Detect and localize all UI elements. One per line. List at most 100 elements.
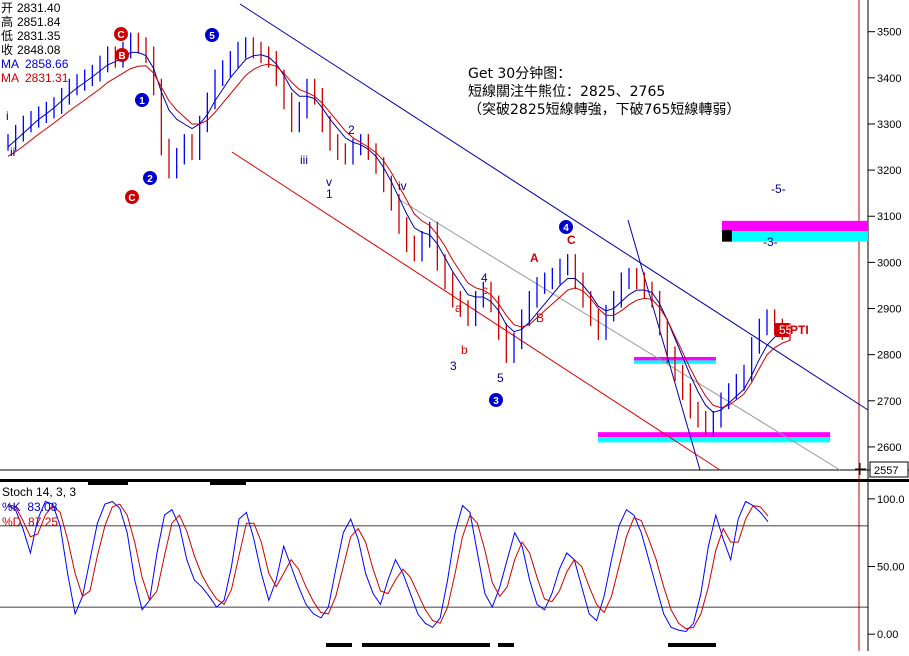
y-tick-label: 2800 (877, 350, 901, 362)
band-marker (722, 230, 732, 242)
stoch-d-name: %D (2, 515, 22, 529)
series-layer (7, 32, 791, 437)
stoch-d-label: %D 87.25 (2, 515, 58, 529)
y-tick-label: 3500 (877, 27, 901, 39)
stoch-k-name: %K (2, 500, 21, 514)
stoch-d-value: 87.25 (28, 515, 59, 529)
wave-marker-label: 3 (493, 396, 499, 407)
y-tick-label: 2600 (877, 442, 901, 454)
y-tick-label: 3200 (877, 165, 901, 177)
y-tick-label: 3300 (877, 119, 901, 131)
ohlc-row: 收 2848.08 (1, 43, 60, 58)
stoch-tick-label: 100.0 (877, 494, 905, 506)
stoch-marker (88, 481, 128, 485)
band-cyan (598, 437, 830, 443)
ohlc-row: 低 2831.35 (1, 29, 60, 44)
ohlc-value: 2851.84 (17, 15, 61, 29)
wave-label: b (461, 343, 468, 357)
wave-label: PTI (790, 323, 809, 337)
wave-marker (114, 27, 128, 41)
wave-label: v (326, 175, 332, 189)
y-tick-label: 2700 (877, 396, 901, 408)
ohlc-label: 低 (1, 29, 14, 43)
stoch-marker (668, 643, 716, 647)
wave-label: B (536, 311, 544, 325)
y-tick-label: 2900 (877, 304, 901, 316)
stoch-marker (210, 481, 246, 485)
band-magenta (598, 432, 830, 438)
band-magenta (722, 220, 868, 232)
wave-marker-label: B (118, 51, 125, 62)
wave-marker-label: 1 (139, 96, 145, 107)
ohlc-value: 2858.66 (25, 57, 69, 71)
ohlc-label: MA (1, 57, 19, 71)
ohlc-value: 2831.35 (17, 29, 61, 43)
wave-label: a (455, 301, 462, 315)
wave-marker (489, 393, 503, 407)
ohlc-row: MA 2831.31 (1, 71, 68, 86)
stoch-k-line (7, 500, 769, 633)
wave-label: 2 (348, 123, 355, 137)
wave-label: 3 (450, 359, 457, 373)
wave-marker-label: 4 (563, 223, 569, 234)
ma-slow-line (7, 63, 791, 409)
wave-label: i (6, 109, 9, 123)
upper-trendline (239, 3, 869, 411)
wave-marker (143, 171, 157, 185)
wave-marker-label: C (117, 30, 124, 41)
wave-label: ii (10, 145, 15, 159)
pane-separator (0, 479, 909, 482)
stoch-layer: 100.0 50.00 0.00 (0, 481, 905, 647)
ohlc-label: 收 (1, 43, 14, 57)
annotation-line-2: 短線關注牛熊位：2825、2765 (468, 84, 666, 100)
ohlc-label: 开 (1, 1, 14, 15)
wave-label: 55 (779, 323, 793, 337)
stoch-marker (326, 643, 352, 647)
wave-label: iv (398, 179, 407, 193)
stoch-d-line (7, 503, 769, 630)
wave-marker (125, 190, 139, 204)
axis-layer: 3500 3400 3300 3200 3100 3000 2900 2800 2700 2600… (855, 27, 909, 478)
ohlc-value: 2848.08 (17, 43, 61, 57)
wave-label: 5 (497, 371, 504, 385)
band-cyan (722, 231, 868, 242)
stoch-k-value: 83.08 (27, 500, 58, 514)
stoch-tick-label: 0.00 (877, 629, 898, 641)
stoch-k-label: %K 83.08 (2, 500, 57, 514)
wave-label: 4 (481, 271, 488, 285)
mid-trendline (399, 199, 841, 471)
annotation-line-3: （突破2825短線轉強，下破765短線轉弱） (468, 102, 741, 118)
wave-label: -3- (763, 235, 778, 249)
ohlc-value: 2831.40 (17, 1, 61, 15)
ma-fast-line (7, 51, 791, 413)
current-price-box (869, 461, 909, 478)
wave-marker-label: 5 (209, 31, 215, 42)
wave-label: C (567, 233, 576, 247)
ohlc-label: MA (1, 71, 19, 85)
pti-box (775, 323, 789, 337)
current-price-label: 2557 (874, 465, 898, 477)
y-tick-label: 3400 (877, 73, 901, 85)
stoch-marker (498, 643, 514, 647)
ohlc-row: 高 2851.84 (1, 15, 60, 30)
wave-marker (135, 93, 149, 107)
wave-label: 1 (326, 187, 333, 201)
y-tick-label: 3000 (877, 257, 901, 269)
wave-marker (559, 220, 573, 234)
wave-label: -5- (771, 182, 786, 196)
ohlc-row: MA 2858.66 (1, 57, 68, 72)
wave-marker-label: C (128, 193, 135, 204)
wave-marker (115, 48, 129, 62)
ohlc-row: 开 2831.40 (1, 1, 60, 16)
annotation-line-1: Get 30分钟图： (468, 66, 572, 82)
wave-marker (205, 28, 219, 42)
wave-label: iii (300, 153, 308, 167)
wave-marker-label: 2 (147, 174, 153, 185)
steep-trendline (627, 219, 701, 471)
ohlc-value: 2831.31 (25, 71, 69, 85)
